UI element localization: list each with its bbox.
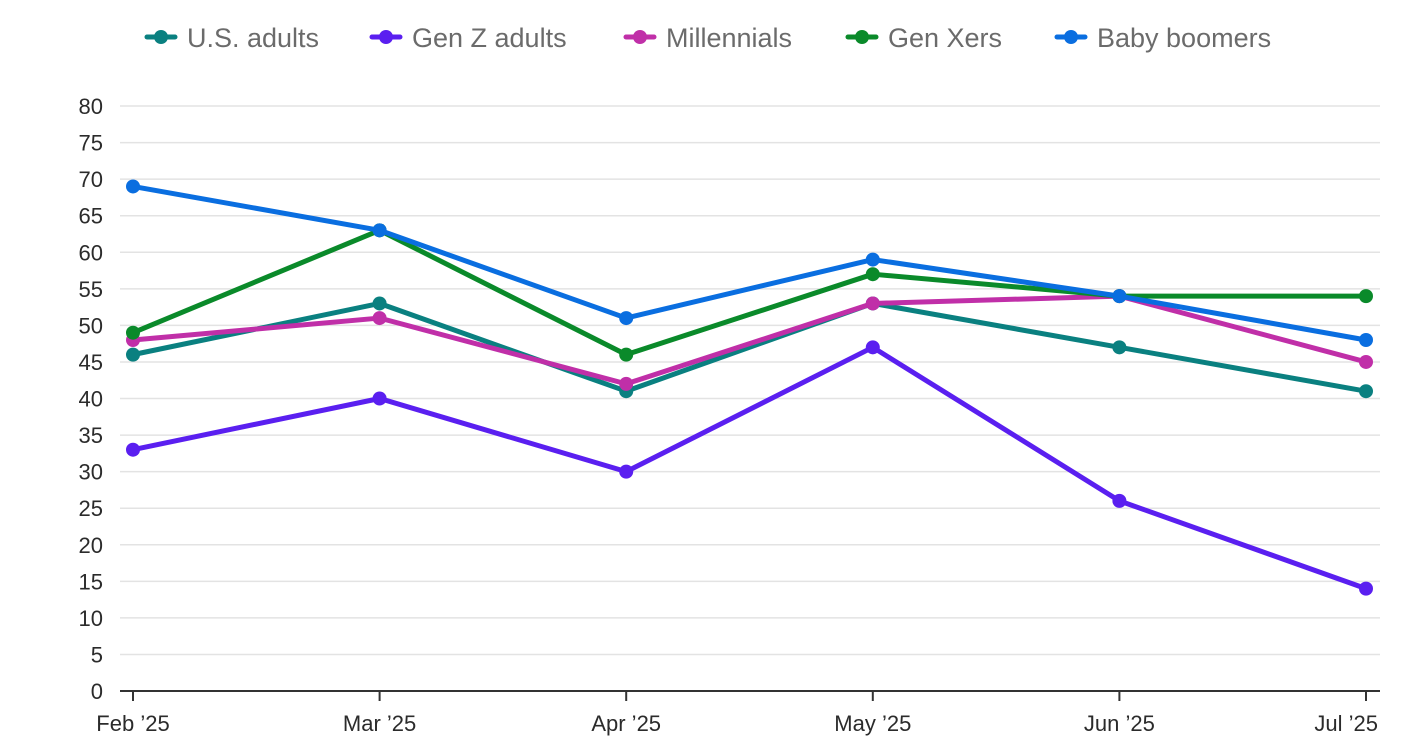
data-point [619, 464, 634, 479]
data-point [865, 296, 880, 311]
legend-label: Baby boomers [1097, 23, 1271, 53]
series-line [130, 344, 1369, 592]
series-line [130, 227, 1369, 358]
y-tick-label: 25 [79, 496, 103, 521]
y-tick-label: 55 [79, 277, 103, 302]
y-axis: 0 5 10 15 20 25 30 35 40 45 50 55 60 65 70 75 80 [79, 94, 103, 704]
data-point [1112, 289, 1127, 304]
legend-label: U.S. adults [187, 23, 319, 53]
legend-swatch-dot [154, 30, 168, 44]
data-point [865, 267, 880, 282]
data-point [865, 340, 880, 355]
data-point [619, 376, 634, 391]
data-point [1359, 384, 1373, 399]
data-point [1359, 354, 1373, 369]
data-point [1112, 340, 1127, 355]
legend-item: Baby boomers [1054, 23, 1271, 53]
x-tick-label: Mar ’25 [343, 711, 416, 736]
data-point [1359, 289, 1373, 304]
y-tick-label: 0 [91, 679, 103, 704]
legend-item: Gen Z adults [369, 23, 567, 53]
x-tick-label: May ’25 [834, 711, 911, 736]
data-point [1359, 333, 1373, 347]
series-millennials [126, 289, 1373, 391]
legend: U.S. adults Gen Z adults Millennials Gen Xe… [144, 23, 1271, 53]
y-tick-label: 80 [79, 94, 103, 119]
series-line [130, 300, 1369, 394]
series-gen-xers [126, 223, 1373, 362]
x-tick-label: Jul ’25 [1314, 711, 1378, 736]
data-point [372, 223, 387, 238]
data-point [1112, 493, 1127, 508]
legend-swatch-dot [855, 30, 869, 44]
y-tick-label: 45 [79, 350, 103, 375]
y-tick-label: 70 [79, 167, 103, 192]
y-tick-label: 50 [79, 313, 103, 338]
y-tick-label: 40 [79, 387, 103, 412]
y-tick-label: 30 [79, 460, 103, 485]
x-tick-label: Apr ’25 [591, 711, 661, 736]
legend-item: U.S. adults [144, 23, 319, 53]
legend-item: Millennials [623, 23, 792, 53]
y-tick-label: 10 [79, 606, 103, 631]
data-point [619, 311, 634, 326]
data-point [372, 296, 387, 311]
grid [120, 105, 1380, 656]
legend-item: Gen Xers [845, 23, 1002, 53]
legend-swatch-dot [1064, 30, 1078, 44]
data-point [865, 252, 880, 267]
series-gen-z-adults [126, 340, 1373, 596]
x-axis: Feb ’25 Mar ’25 Apr ’25 May ’25 Jun ’25 Jul ’… [96, 690, 1380, 736]
legend-label: Gen Z adults [412, 23, 567, 53]
data-point [126, 179, 140, 194]
x-tick-label: Jun ’25 [1084, 711, 1155, 736]
y-tick-label: 75 [79, 131, 103, 156]
legend-swatch-dot [379, 30, 393, 44]
legend-label: Millennials [666, 23, 792, 53]
series-baby-boomers [126, 179, 1373, 347]
data-point [1359, 581, 1373, 596]
data-point [126, 325, 140, 340]
series-line [130, 183, 1369, 343]
data-point [126, 442, 140, 457]
legend-label: Gen Xers [888, 23, 1002, 53]
data-point [126, 347, 140, 362]
series-line [130, 293, 1369, 387]
y-tick-label: 65 [79, 204, 103, 229]
data-point [372, 311, 387, 326]
series-u-s-adults [126, 296, 1373, 399]
y-tick-label: 5 [91, 642, 103, 667]
y-tick-label: 35 [79, 423, 103, 448]
y-tick-label: 20 [79, 533, 103, 558]
x-tick-label: Feb ’25 [96, 711, 169, 736]
data-point [372, 391, 387, 406]
data-point [619, 347, 634, 362]
legend-swatch-dot [633, 30, 647, 44]
series-layer [126, 179, 1373, 596]
y-tick-label: 15 [79, 569, 103, 594]
y-tick-label: 60 [79, 240, 103, 265]
